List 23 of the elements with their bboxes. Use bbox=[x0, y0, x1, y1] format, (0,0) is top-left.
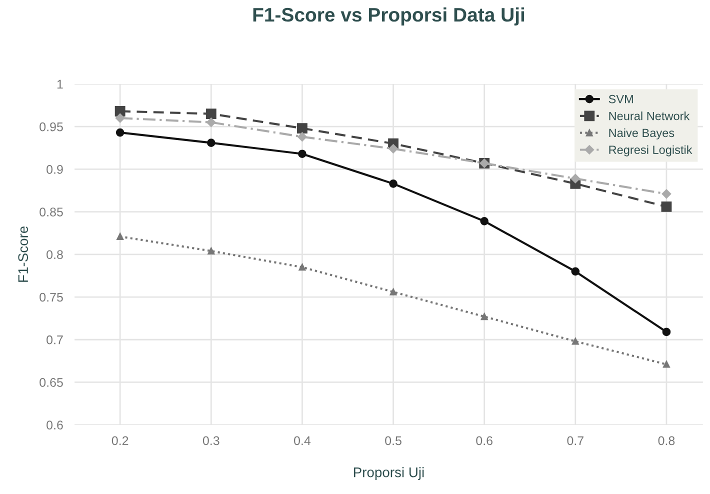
y-tick-label: 0.95 bbox=[40, 122, 63, 132]
x-tick-label: 0.8 bbox=[658, 436, 675, 446]
y-tick-label: 0.75 bbox=[40, 292, 63, 302]
x-tick-label: 0.2 bbox=[112, 436, 128, 446]
x-tick-label: 0.3 bbox=[202, 436, 220, 446]
legend-label: SVM bbox=[608, 94, 633, 104]
x-tick-label: 0.7 bbox=[567, 436, 584, 446]
y-tick-label: 0.7 bbox=[46, 335, 63, 344]
chart-title: F1-Score vs Proporsi Data Uji bbox=[253, 7, 524, 26]
y-tick-label: 0.85 bbox=[40, 208, 63, 216]
y-tick-label: 0.65 bbox=[40, 378, 63, 387]
legend-label: Regresi Logistik bbox=[609, 145, 692, 156]
legend-label: Naive Bayes bbox=[609, 128, 674, 140]
x-tick-label: 0.5 bbox=[385, 436, 402, 446]
y-tick-label: 0.8 bbox=[46, 250, 63, 260]
y-axis-title: F1-Score bbox=[18, 226, 28, 282]
x-tick-label: 0.4 bbox=[294, 436, 311, 446]
y-tick-label: 1 bbox=[57, 80, 63, 89]
y-tick-label: 0.6 bbox=[46, 420, 63, 430]
x-axis-title: Proporsi Uji bbox=[354, 467, 424, 480]
y-tick-label: 0.9 bbox=[46, 164, 63, 174]
x-tick-label: 0.6 bbox=[476, 436, 492, 446]
legend-label: Neural Network bbox=[609, 112, 690, 120]
